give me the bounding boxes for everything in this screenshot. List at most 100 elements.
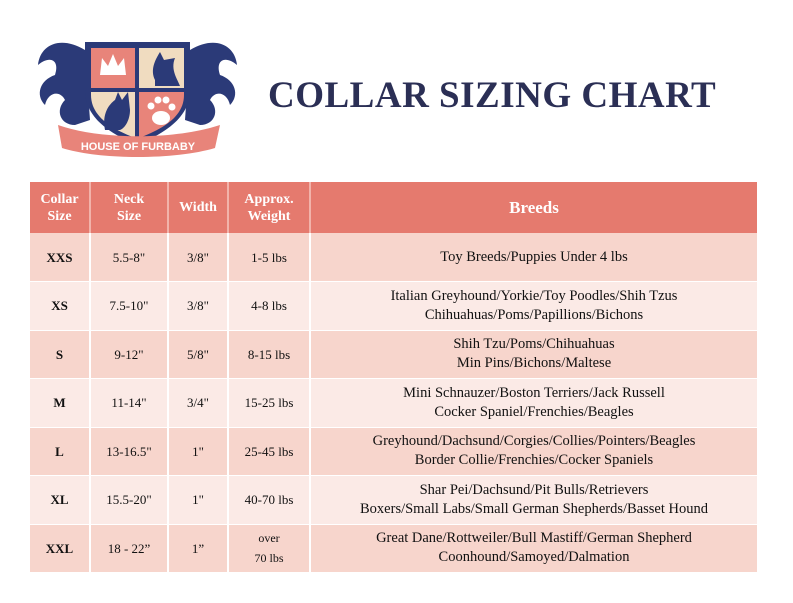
width-text: 5/8" (187, 346, 209, 362)
table-row: L 13-16.5" 1" 25-45 lbs Greyhound/Dachsund/C… (30, 427, 757, 476)
table-row: XXS 5.5-8" 3/8" 1-5 lbs Toy Breeds/Puppies U… (30, 233, 757, 282)
neck-cell: 9-12" (90, 330, 169, 379)
neck-text: 5.5-8" (112, 249, 146, 265)
header-text: Collar (40, 191, 79, 207)
weight-text: 25-45 lbs (244, 443, 294, 459)
size-cell: M (30, 378, 91, 428)
neck-cell: 7.5-10" (90, 281, 169, 331)
weight-text: 40-70 lbs (244, 492, 294, 508)
header-text: Breeds (509, 198, 559, 217)
width-cell: 1" (168, 475, 229, 525)
column-header: Neck Size (90, 182, 169, 233)
width-cell: 3/4" (168, 378, 229, 428)
breeds-text: Shar Pei/Dachsund/Pit Bulls/Retrievers (419, 481, 649, 498)
breeds-text: Great Dane/Rottweiler/Bull Mastiff/Germa… (376, 530, 692, 547)
neck-text: 9-12" (114, 346, 144, 362)
width-text: 3/8" (187, 298, 209, 314)
neck-text: 7.5-10" (109, 298, 149, 314)
column-header: Collar Size (30, 182, 91, 233)
size-text: M (53, 395, 66, 411)
size-text: XS (51, 298, 68, 314)
width-cell: 1” (168, 524, 229, 573)
column-header: Breeds (310, 182, 757, 233)
breeds-cell: Shih Tzu/Poms/Chihuahuas Min Pins/Bichons… (310, 330, 757, 379)
breeds-text: Shih Tzu/Poms/Chihuahuas (453, 336, 615, 353)
breeds-text: Toy Breeds/Puppies Under 4 lbs (440, 248, 628, 265)
breeds-text: Greyhound/Dachsund/Corgies/Collies/Point… (372, 433, 696, 450)
header-text: Neck (113, 191, 145, 207)
weight-text: 4-8 lbs (251, 298, 287, 314)
width-cell: 3/8" (168, 233, 229, 282)
width-cell: 5/8" (168, 330, 229, 379)
weight-cell: 8-15 lbs (228, 330, 311, 379)
width-cell: 1" (168, 427, 229, 476)
breeds-text: Min Pins/Bichons/Maltese (456, 355, 612, 372)
header-row: Collar Size Neck Size Width Approx. Weight Bree… (30, 182, 757, 233)
breeds-cell: Mini Schnauzer/Boston Terriers/Jack Russ… (310, 378, 757, 428)
size-text: XL (50, 492, 69, 508)
width-text: 1” (191, 540, 205, 556)
header-text: Size (116, 208, 142, 224)
page-title: COLLAR SIZING CHART (268, 75, 717, 116)
weight-text: 15-25 lbs (244, 395, 294, 411)
header-text: Approx. (244, 191, 294, 207)
weight-text: over (258, 531, 280, 546)
weight-cell: 4-8 lbs (228, 281, 311, 331)
breeds-text: Mini Schnauzer/Boston Terriers/Jack Russ… (403, 384, 665, 401)
logo-text: HOUSE OF FURBABY (81, 141, 196, 153)
column-header: Approx. Weight (228, 182, 311, 233)
width-text: 1" (192, 492, 204, 508)
header-text: Weight (247, 208, 291, 224)
width-cell: 3/8" (168, 281, 229, 331)
header-text: Size (47, 208, 72, 224)
size-cell: XS (30, 281, 91, 331)
table-row: XL 15.5-20" 1" 40-70 lbs Shar Pei/Dachsund/P… (30, 475, 757, 525)
breeds-cell: Great Dane/Rottweiler/Bull Mastiff/Germa… (310, 524, 757, 573)
breeds-text: Border Collie/Frenchies/Cocker Spaniels (414, 452, 654, 469)
table-row: M 11-14" 3/4" 15-25 lbs Mini Schnauzer/Bosto… (30, 378, 757, 428)
neck-text: 18 - 22” (107, 540, 151, 556)
size-text: S (55, 346, 64, 362)
size-text: XXS (46, 249, 73, 265)
neck-cell: 5.5-8" (90, 233, 169, 282)
table-row: XXL 18 - 22” 1” over 70 lbs Great Dane/Rottwe… (30, 524, 757, 573)
width-text: 3/8" (187, 249, 209, 265)
house-of-furbaby-logo: HOUSE OF FURBABY (38, 42, 237, 157)
weight-cell: 1-5 lbs (228, 233, 311, 282)
size-text: L (55, 443, 64, 459)
width-text: 3/4" (187, 395, 209, 411)
table-row: S 9-12" 5/8" 8-15 lbs Shih Tzu/Poms/Chihuahu… (30, 330, 757, 379)
breeds-text: Chihuahuas/Poms/Papillions/Bichons (424, 306, 644, 323)
neck-text: 13-16.5" (106, 443, 152, 459)
width-text: 1" (192, 443, 204, 459)
size-cell: XL (30, 475, 91, 525)
weight-text: 8-15 lbs (247, 346, 291, 362)
size-cell: L (30, 427, 91, 476)
neck-text: 15.5-20" (106, 492, 152, 508)
column-header: Width (168, 182, 229, 233)
neck-text: 11-14" (111, 395, 147, 411)
size-cell: XXL (30, 524, 91, 573)
breeds-text: Boxers/Small Labs/Small German Shepherds… (360, 500, 708, 517)
size-cell: XXS (30, 233, 91, 282)
breeds-text: Cocker Spaniel/Frenchies/Beagles (434, 403, 634, 420)
breeds-cell: Italian Greyhound/Yorkie/Toy Poodles/Shi… (310, 281, 757, 331)
weight-cell: over 70 lbs (228, 524, 311, 573)
neck-cell: 15.5-20" (90, 475, 169, 525)
neck-cell: 18 - 22” (90, 524, 169, 573)
neck-cell: 11-14" (90, 378, 169, 428)
neck-cell: 13-16.5" (90, 427, 169, 476)
weight-cell: 40-70 lbs (228, 475, 311, 525)
weight-text: 1-5 lbs (251, 249, 287, 265)
table-row: XS 7.5-10" 3/8" 4-8 lbs Italian Greyhound/Yo… (30, 281, 757, 331)
size-text: XXL (45, 540, 74, 556)
breeds-text: Italian Greyhound/Yorkie/Toy Poodles/Shi… (390, 287, 678, 304)
weight-text: 70 lbs (254, 551, 284, 566)
breeds-cell: Shar Pei/Dachsund/Pit Bulls/Retrievers Bo… (310, 475, 757, 525)
weight-cell: 15-25 lbs (228, 378, 311, 428)
size-cell: S (30, 330, 91, 379)
header-text: Width (179, 200, 217, 215)
sizing-table: Collar Size Neck Size Width Approx. Weight Bree… (30, 182, 757, 573)
breeds-cell: Toy Breeds/Puppies Under 4 lbs (310, 233, 757, 282)
weight-cell: 25-45 lbs (228, 427, 311, 476)
